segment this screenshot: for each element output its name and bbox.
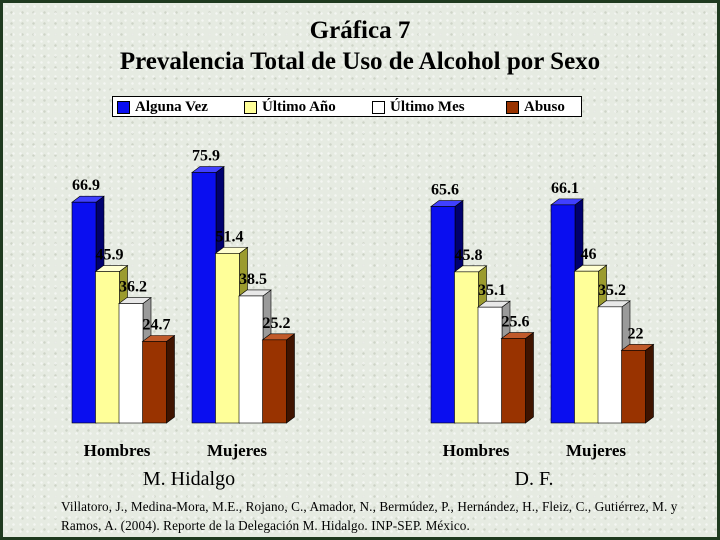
bar-chart: 66.9 45.9 36.2 24.7 Hombres 75.9 51.4 38.5 25.2 M… [71, 148, 655, 460]
data-label: 25.2 [263, 315, 291, 332]
data-label: 24.7 [143, 316, 171, 333]
bar-front [621, 350, 646, 424]
bar [500, 331, 535, 424]
legend-label: Alguna Vez [135, 98, 208, 115]
bar-front [262, 339, 287, 424]
bar [620, 343, 655, 424]
bar-front [238, 295, 264, 424]
data-label: 35.2 [598, 282, 626, 299]
bar-front [574, 270, 599, 424]
data-label: 45.8 [455, 247, 483, 264]
bar-front [430, 206, 456, 424]
data-label: 51.4 [216, 228, 244, 245]
data-label: 66.1 [551, 180, 579, 197]
bar-front [142, 341, 167, 424]
bar-front [95, 271, 120, 424]
data-label: 45.9 [96, 247, 124, 264]
bar-front [215, 253, 240, 424]
data-label: 46 [581, 246, 597, 263]
legend-label: Último Año [262, 98, 336, 115]
data-label: 65.6 [431, 182, 459, 199]
bar-side [286, 333, 295, 424]
data-label: 35.1 [478, 282, 506, 299]
category-label: Hombres [443, 441, 510, 460]
legend-label: Último Mes [390, 98, 465, 115]
data-label: 25.6 [502, 314, 530, 331]
bar-side [645, 343, 654, 424]
legend-swatch [117, 100, 130, 114]
title-block: Gráfica 7 Prevalencia Total de Uso de Al… [3, 15, 717, 77]
data-label: 75.9 [192, 148, 220, 165]
bar-front [501, 338, 526, 424]
legend-swatch [244, 100, 257, 114]
group-label-m-hidalgo: M. Hidalgo [142, 468, 236, 490]
chart-title: Gráfica 7 [309, 17, 411, 44]
category-label: Mujeres [207, 441, 267, 460]
bar-front [191, 172, 217, 424]
bar-front [477, 306, 503, 424]
bar-front [550, 204, 576, 424]
legend-item-ultimo-ano: Último Año [244, 99, 336, 115]
bar-front [597, 306, 623, 424]
bar-side [166, 334, 175, 424]
category-label: Hombres [84, 441, 151, 460]
chart-legend: Alguna Vez Último Año Último Mes Abuso [112, 96, 582, 117]
legend-label: Abuso [524, 98, 565, 115]
legend-swatch [506, 100, 519, 114]
bar [141, 334, 176, 424]
group-label-df: D. F. [514, 468, 554, 490]
source-citation: Villatoro, J., Medina-Mora, M.E., Rojano… [61, 499, 678, 533]
data-label: 38.5 [239, 271, 267, 288]
data-label: 22 [628, 325, 644, 342]
bar-front [118, 303, 144, 424]
legend-item-alguna-vez: Alguna Vez [117, 99, 208, 115]
data-label: 66.9 [72, 177, 100, 194]
category-label: Mujeres [566, 441, 626, 460]
bar-front [454, 271, 479, 424]
chart-subtitle: Prevalencia Total de Uso de Alcohol por … [119, 48, 601, 75]
bar-side [525, 331, 534, 424]
legend-item-ultimo-mes: Último Mes [372, 99, 465, 115]
data-label: 36.2 [119, 279, 147, 296]
legend-item-abuso: Abuso [506, 99, 565, 115]
legend-swatch [372, 100, 385, 114]
bar [261, 333, 296, 424]
bar [550, 198, 584, 424]
bar-front [71, 201, 97, 424]
